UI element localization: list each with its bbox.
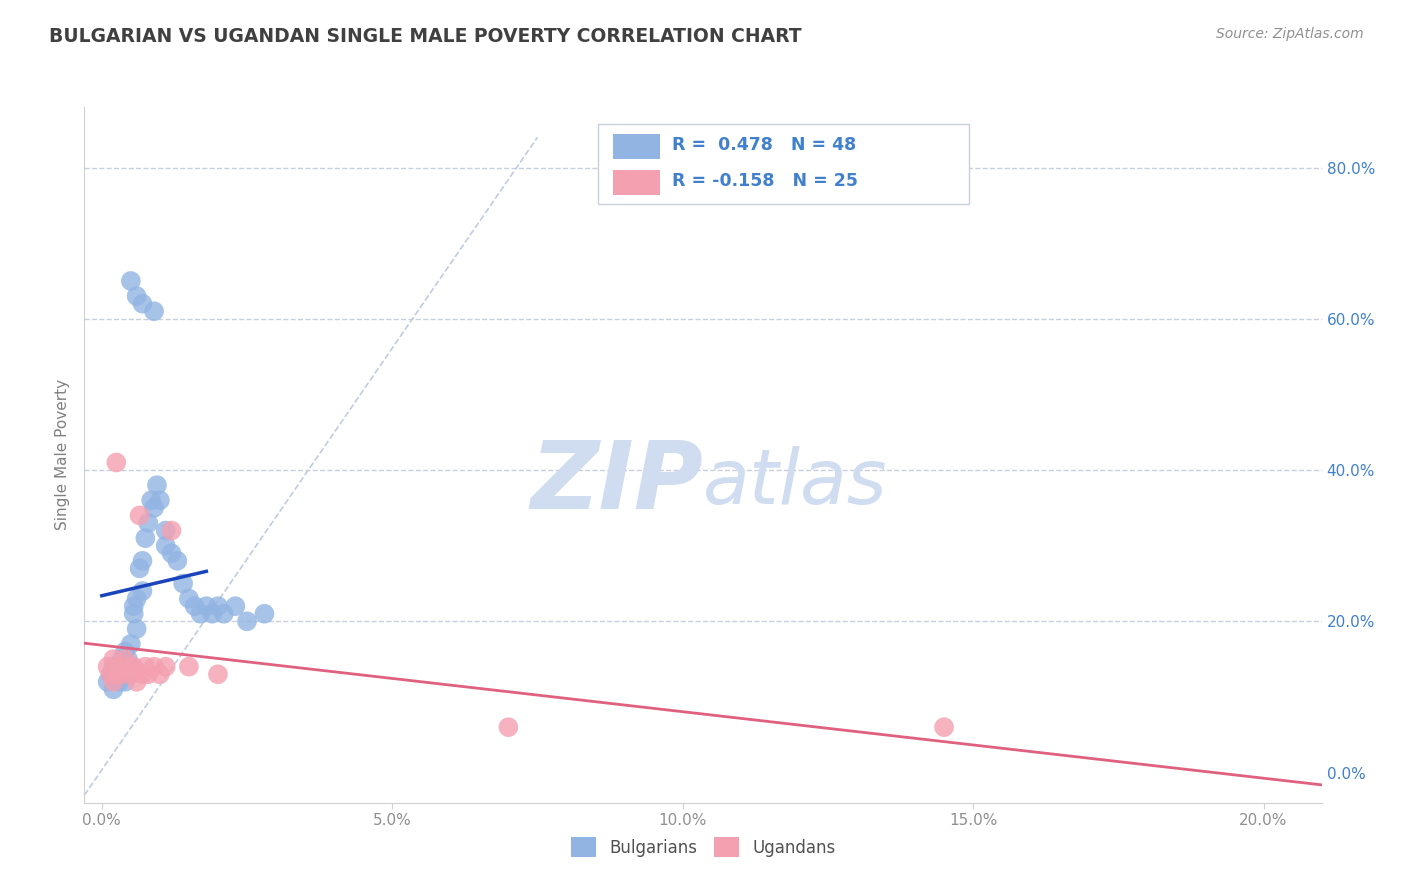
Point bbox=[155, 659, 177, 673]
Point bbox=[114, 644, 136, 658]
Point bbox=[141, 493, 163, 508]
Point bbox=[125, 622, 148, 636]
Text: ZIP: ZIP bbox=[530, 437, 703, 529]
Point bbox=[100, 667, 122, 681]
Point bbox=[131, 667, 153, 681]
Point bbox=[103, 674, 125, 689]
Point bbox=[128, 561, 150, 575]
Point bbox=[117, 652, 139, 666]
Point bbox=[114, 652, 136, 666]
Point bbox=[212, 607, 235, 621]
Point bbox=[177, 591, 200, 606]
Point bbox=[224, 599, 246, 614]
Point bbox=[105, 667, 128, 681]
Point bbox=[172, 576, 194, 591]
Point bbox=[120, 274, 142, 288]
Point bbox=[111, 667, 134, 681]
Point bbox=[136, 667, 159, 681]
Point bbox=[120, 637, 142, 651]
Bar bbox=[613, 134, 659, 159]
Point bbox=[195, 599, 218, 614]
Point bbox=[236, 615, 259, 629]
Point bbox=[177, 659, 200, 673]
Point bbox=[125, 289, 148, 303]
Point bbox=[149, 667, 172, 681]
Point bbox=[105, 667, 128, 681]
Text: atlas: atlas bbox=[703, 446, 887, 520]
Point bbox=[155, 524, 177, 538]
Point bbox=[125, 674, 148, 689]
Point bbox=[103, 682, 125, 697]
FancyBboxPatch shape bbox=[598, 124, 969, 204]
Legend: Bulgarians, Ugandans: Bulgarians, Ugandans bbox=[564, 830, 842, 864]
Point bbox=[136, 516, 159, 530]
Y-axis label: Single Male Poverty: Single Male Poverty bbox=[55, 379, 70, 531]
Point bbox=[207, 667, 229, 681]
Point bbox=[128, 508, 150, 523]
Point bbox=[146, 478, 169, 492]
Point bbox=[207, 599, 229, 614]
Point bbox=[108, 659, 131, 673]
Point bbox=[131, 554, 153, 568]
Point bbox=[143, 659, 166, 673]
Text: R = -0.158   N = 25: R = -0.158 N = 25 bbox=[672, 172, 858, 191]
Point bbox=[117, 659, 139, 673]
Point bbox=[120, 667, 142, 681]
Point bbox=[122, 599, 145, 614]
Point bbox=[111, 652, 134, 666]
Point bbox=[498, 720, 520, 734]
Bar bbox=[613, 170, 659, 195]
Point bbox=[120, 659, 142, 673]
Point bbox=[125, 591, 148, 606]
Point bbox=[166, 554, 188, 568]
Point bbox=[114, 659, 136, 673]
Point bbox=[190, 607, 212, 621]
Text: BULGARIAN VS UGANDAN SINGLE MALE POVERTY CORRELATION CHART: BULGARIAN VS UGANDAN SINGLE MALE POVERTY… bbox=[49, 27, 801, 45]
Point bbox=[103, 652, 125, 666]
Text: R =  0.478   N = 48: R = 0.478 N = 48 bbox=[672, 136, 856, 154]
Point bbox=[143, 304, 166, 318]
Point bbox=[117, 667, 139, 681]
Point bbox=[111, 667, 134, 681]
Point bbox=[97, 674, 120, 689]
Point bbox=[201, 607, 224, 621]
Point bbox=[134, 659, 156, 673]
Point bbox=[114, 674, 136, 689]
Point bbox=[100, 667, 122, 681]
Point bbox=[105, 455, 128, 469]
Text: Source: ZipAtlas.com: Source: ZipAtlas.com bbox=[1216, 27, 1364, 41]
Point bbox=[131, 584, 153, 599]
Point bbox=[149, 493, 172, 508]
Point bbox=[122, 659, 145, 673]
Point bbox=[134, 531, 156, 545]
Point bbox=[932, 720, 955, 734]
Point bbox=[183, 599, 205, 614]
Point bbox=[131, 296, 153, 310]
Point bbox=[253, 607, 276, 621]
Point bbox=[160, 546, 183, 560]
Point bbox=[160, 524, 183, 538]
Point bbox=[108, 674, 131, 689]
Point bbox=[108, 659, 131, 673]
Point bbox=[103, 659, 125, 673]
Point bbox=[122, 607, 145, 621]
Point bbox=[143, 500, 166, 515]
Point bbox=[97, 659, 120, 673]
Point bbox=[155, 539, 177, 553]
